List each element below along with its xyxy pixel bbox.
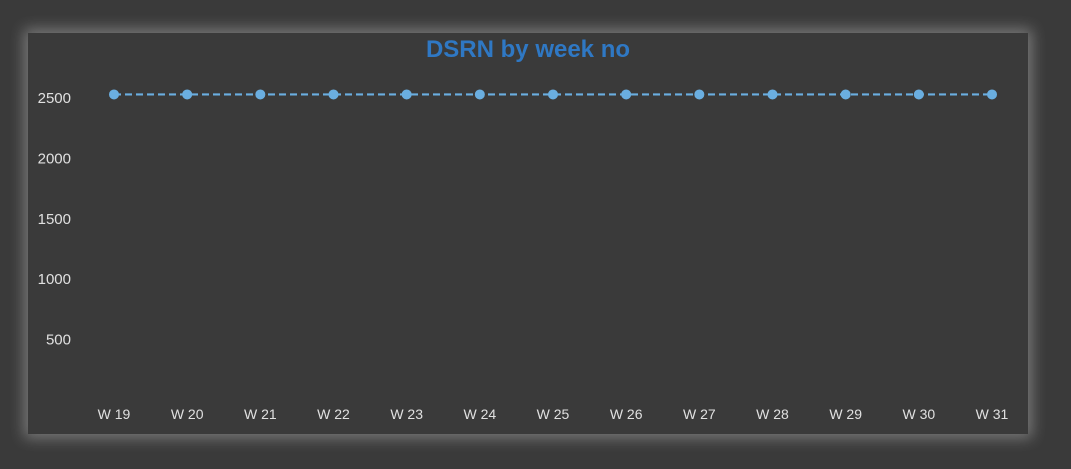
x-tick-label: W 27	[683, 406, 716, 422]
x-tick-label: W 20	[171, 406, 204, 422]
data-point[interactable]	[621, 89, 632, 100]
data-point[interactable]	[548, 89, 558, 100]
y-tick-label: 1000	[38, 271, 71, 288]
x-axis-ticks: W 19 W 20 W 21 W 22 W 23 W 24 W 25 W 26 W 27 W 28…	[98, 406, 1009, 422]
x-tick-label: W 30	[902, 406, 935, 422]
data-point[interactable]	[767, 89, 778, 100]
data-point[interactable]	[109, 89, 119, 100]
data-point[interactable]	[913, 89, 924, 100]
chart-title: DSRN by week no	[426, 36, 630, 63]
x-tick-label: W 24	[463, 406, 496, 422]
data-point[interactable]	[694, 89, 705, 100]
x-tick-label: W 25	[537, 406, 570, 422]
x-tick-label: W 19	[98, 406, 131, 422]
x-tick-label: W 22	[317, 406, 350, 422]
x-tick-label: W 26	[610, 406, 643, 422]
y-tick-label: 2500	[38, 90, 71, 107]
data-point[interactable]	[987, 89, 997, 100]
data-point[interactable]	[840, 89, 851, 100]
line-chart: DSRN by week no 500 1000 1500 2000 2500 W 19…	[38, 36, 1009, 422]
y-tick-label: 1500	[38, 211, 71, 228]
y-tick-label: 500	[46, 332, 71, 349]
y-tick-label: 2000	[38, 150, 71, 167]
data-point[interactable]	[182, 89, 193, 100]
x-tick-label: W 29	[829, 406, 862, 422]
y-axis-ticks: 500 1000 1500 2000 2500	[38, 90, 71, 349]
x-tick-label: W 23	[390, 406, 423, 422]
data-point[interactable]	[474, 89, 485, 100]
data-point[interactable]	[401, 89, 412, 100]
series-layer	[109, 89, 997, 100]
x-tick-label: W 31	[976, 406, 1009, 422]
chart-panel: DSRN by week no 500 1000 1500 2000 2500 W 19…	[28, 33, 1028, 434]
x-tick-label: W 21	[244, 406, 277, 422]
x-tick-label: W 28	[756, 406, 789, 422]
data-point[interactable]	[328, 89, 339, 100]
data-point[interactable]	[255, 89, 266, 100]
